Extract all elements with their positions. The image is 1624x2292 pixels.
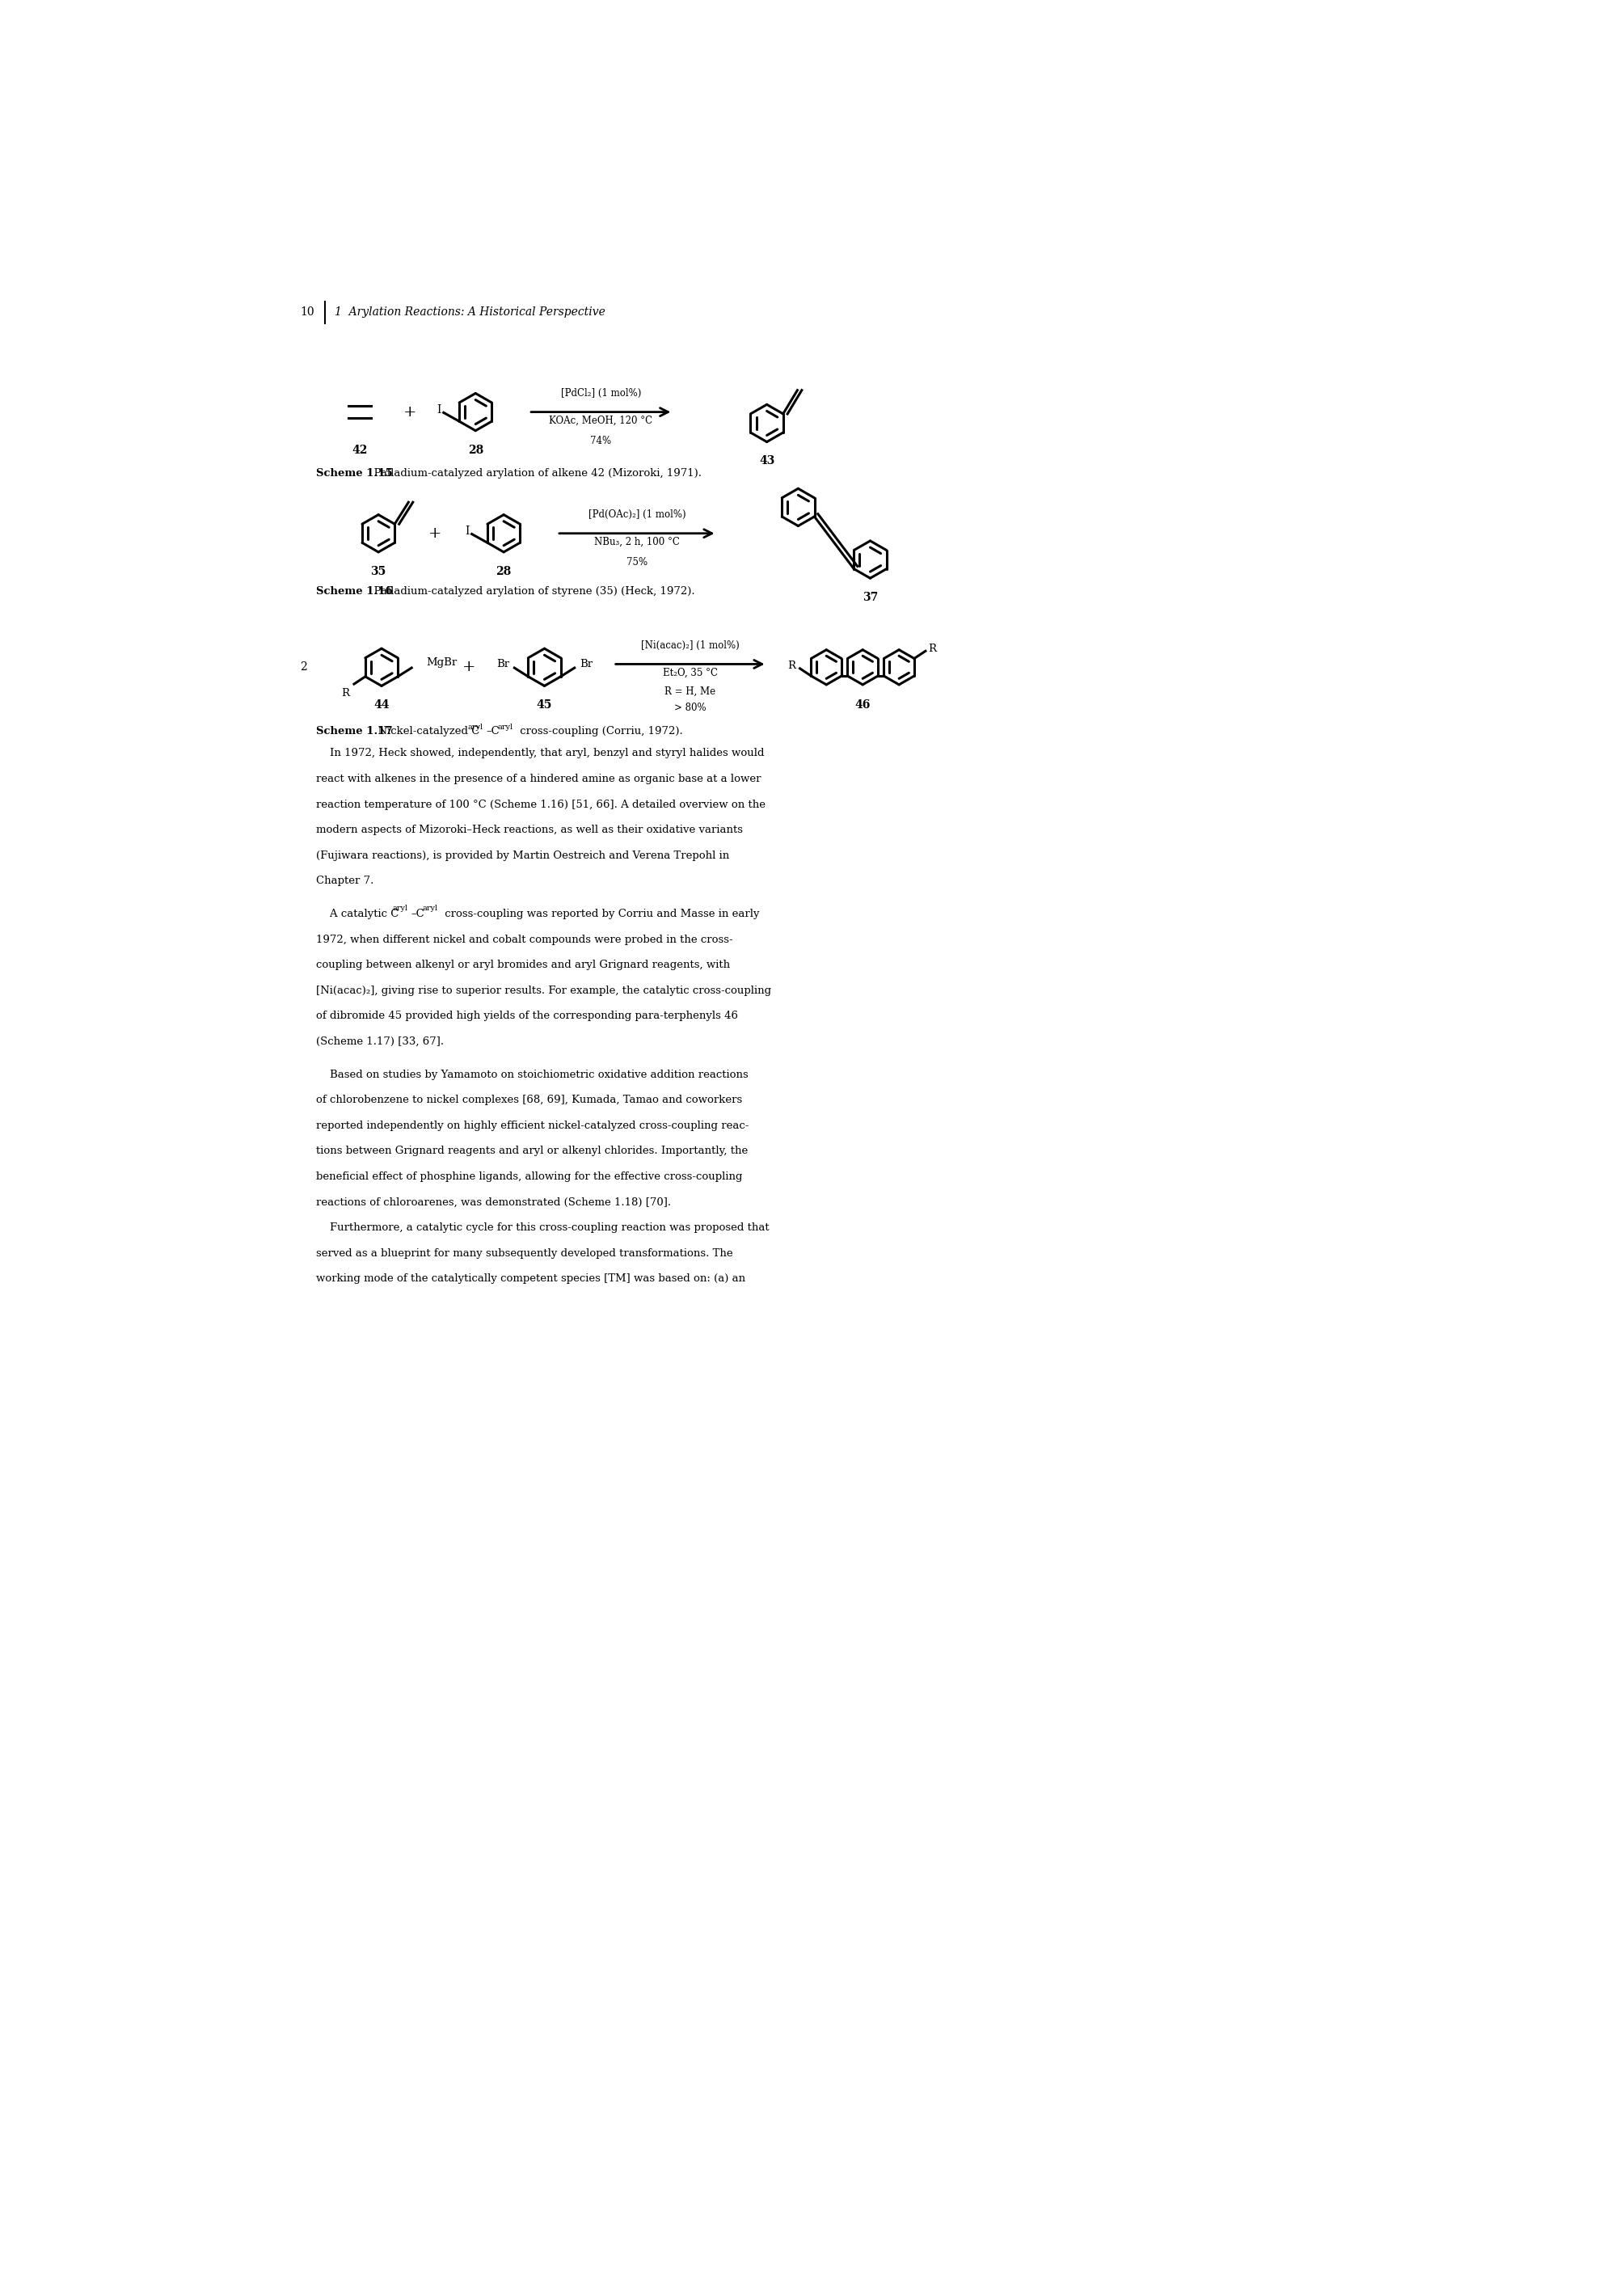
Text: KOAc, MeOH, 120 °C: KOAc, MeOH, 120 °C: [549, 415, 653, 426]
Text: 1972, when different nickel and cobalt compounds were probed in the cross-: 1972, when different nickel and cobalt c…: [315, 935, 732, 944]
Text: cross-coupling (Corriu, 1972).: cross-coupling (Corriu, 1972).: [516, 727, 682, 736]
Text: MgBr: MgBr: [425, 658, 456, 669]
Text: cross-coupling was reported by Corriu and Masse in early: cross-coupling was reported by Corriu an…: [442, 908, 758, 919]
Text: of dibromide 45 provided high yields of the corresponding ​para​-terphenyls 46: of dibromide 45 provided high yields of …: [315, 1011, 737, 1022]
Text: > 80%: > 80%: [674, 704, 706, 713]
Text: reaction temperature of 100 °C (Scheme 1.16) [51, 66]. A detailed overview on th: reaction temperature of 100 °C (Scheme 1…: [315, 800, 765, 809]
Text: –C: –C: [411, 908, 424, 919]
Text: modern aspects of Mizoroki–Heck reactions, as well as their oxidative variants: modern aspects of Mizoroki–Heck reaction…: [315, 825, 742, 834]
Text: react with alkenes in the presence of a hindered amine as organic base at a lowe: react with alkenes in the presence of a …: [315, 775, 760, 784]
Text: +: +: [463, 660, 476, 674]
Text: [Pd(OAc)₂] (1 mol%): [Pd(OAc)₂] (1 mol%): [588, 509, 685, 520]
Text: [PdCl₂] (1 mol%): [PdCl₂] (1 mol%): [560, 387, 641, 399]
Text: 43: 43: [758, 456, 775, 468]
Text: Br: Br: [497, 658, 510, 669]
Text: R = H, Me: R = H, Me: [664, 685, 716, 697]
Text: coupling between alkenyl or aryl bromides and aryl Grignard reagents, with: coupling between alkenyl or aryl bromide…: [315, 960, 729, 970]
Text: [Ni(acac)₂], giving rise to superior results. For example, the catalytic cross-c: [Ni(acac)₂], giving rise to superior res…: [315, 986, 771, 995]
Text: aryl: aryl: [422, 905, 438, 912]
Text: Scheme 1.17: Scheme 1.17: [315, 727, 393, 736]
Text: In 1972, Heck showed, independently, that aryl, benzyl and styryl halides would: In 1972, Heck showed, independently, tha…: [315, 747, 763, 759]
Text: served as a blueprint for many subsequently developed transformations. The: served as a blueprint for many subsequen…: [315, 1249, 732, 1258]
Text: Scheme 1.15: Scheme 1.15: [315, 468, 393, 479]
Text: 42: 42: [352, 445, 367, 456]
Text: 1  Arylation Reactions: A Historical Perspective: 1 Arylation Reactions: A Historical Pers…: [335, 307, 606, 319]
Text: R: R: [341, 688, 349, 699]
Text: working mode of the catalytically competent species [TM] was based on: (a) an: working mode of the catalytically compet…: [315, 1274, 745, 1284]
Text: Based on studies by Yamamoto on stoichiometric oxidative addition reactions: Based on studies by Yamamoto on stoichio…: [315, 1070, 749, 1080]
Text: tions between Grignard reagents and aryl or alkenyl chlorides. Importantly, the: tions between Grignard reagents and aryl…: [315, 1146, 747, 1157]
Text: Chapter 7.: Chapter 7.: [315, 876, 374, 887]
Text: Furthermore, a catalytic cycle for this cross-coupling reaction was proposed tha: Furthermore, a catalytic cycle for this …: [315, 1222, 768, 1233]
Text: 46: 46: [854, 699, 870, 711]
Text: of chlorobenzene to nickel complexes [68, 69], Kumada, Tamao and coworkers: of chlorobenzene to nickel complexes [68…: [315, 1096, 742, 1105]
Text: +: +: [403, 406, 416, 419]
Text: NBu₃, 2 h, 100 °C: NBu₃, 2 h, 100 °C: [594, 536, 679, 548]
Text: 45: 45: [536, 699, 552, 711]
Text: 28: 28: [495, 566, 512, 578]
Text: 37: 37: [862, 591, 879, 603]
Text: 44: 44: [374, 699, 390, 711]
Text: 35: 35: [370, 566, 387, 578]
Text: [Ni(acac)₂] (1 mol%): [Ni(acac)₂] (1 mol%): [641, 639, 739, 651]
Text: Br: Br: [580, 658, 593, 669]
Text: 28: 28: [468, 445, 484, 456]
Text: Scheme 1.16: Scheme 1.16: [315, 587, 393, 596]
Text: Palladium-catalyzed arylation of alkene 42 (Mizoroki, 1971).: Palladium-catalyzed arylation of alkene …: [367, 468, 702, 479]
Text: reported independently on highly efficient nickel-catalyzed cross-coupling reac-: reported independently on highly efficie…: [315, 1121, 749, 1130]
Text: reactions of chloroarenes, was demonstrated (Scheme 1.18) [70].: reactions of chloroarenes, was demonstra…: [315, 1196, 671, 1208]
Text: 10: 10: [300, 307, 315, 319]
Text: I: I: [464, 525, 469, 536]
Text: aryl: aryl: [393, 905, 408, 912]
Text: Palladium-catalyzed arylation of styrene (35) (Heck, 1972).: Palladium-catalyzed arylation of styrene…: [367, 587, 695, 596]
Text: 2: 2: [300, 662, 307, 674]
Text: I: I: [437, 403, 442, 415]
Text: Nickel-catalyzed C: Nickel-catalyzed C: [370, 727, 479, 736]
Text: R: R: [788, 660, 796, 672]
Text: R: R: [927, 644, 935, 653]
Text: –C: –C: [487, 727, 500, 736]
Text: 75%: 75%: [627, 557, 648, 568]
Text: aryl: aryl: [499, 724, 513, 731]
Text: (Scheme 1.17) [33, 67].: (Scheme 1.17) [33, 67].: [315, 1036, 443, 1047]
Text: (Fujiwara reactions), is provided by Martin Oestreich and Verena Trepohl in: (Fujiwara reactions), is provided by Mar…: [315, 850, 729, 862]
Text: aryl: aryl: [468, 724, 484, 731]
Text: 74%: 74%: [590, 435, 611, 447]
Text: A catalytic C: A catalytic C: [315, 908, 398, 919]
Text: Et₂O, 35 °C: Et₂O, 35 °C: [663, 667, 718, 678]
Text: +: +: [429, 527, 442, 541]
Text: beneficial effect of phosphine ligands, allowing for the effective cross-couplin: beneficial effect of phosphine ligands, …: [315, 1171, 742, 1183]
